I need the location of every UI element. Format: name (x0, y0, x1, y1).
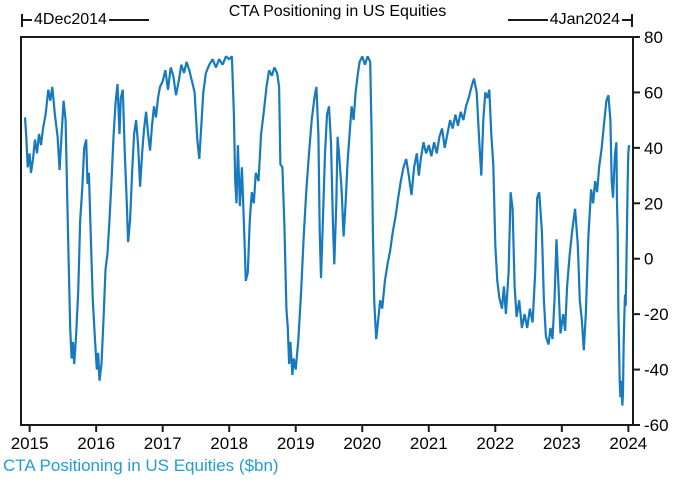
x-axis-tick-label: 2023 (543, 434, 581, 453)
y-axis-tick-label: -40 (644, 361, 669, 380)
x-axis-tick-label: 2016 (77, 434, 115, 453)
x-axis-tick-label: 2018 (210, 434, 248, 453)
range-end-line-lead (507, 19, 548, 21)
range-end-cap-tick (631, 13, 633, 27)
range-start-label: 4Dec2014 (34, 11, 107, 28)
y-axis-tick-label: -60 (644, 416, 669, 435)
y-axis-tick-label: 40 (644, 139, 663, 158)
range-end-line (622, 19, 631, 21)
range-start-marker: 4Dec2014 (21, 12, 149, 28)
chart-title: CTA Positioning in US Equities (228, 3, 447, 20)
range-start-line-trail (108, 19, 149, 21)
x-axis-tick-label: 2020 (343, 434, 381, 453)
y-axis-tick-label: -20 (644, 305, 669, 324)
range-start-line (23, 19, 32, 21)
x-axis-tick-label: 2022 (476, 434, 514, 453)
y-axis-tick-label: 80 (644, 28, 663, 47)
x-axis-tick-label: 2024 (609, 434, 647, 453)
y-axis-tick-label: 20 (644, 194, 663, 213)
x-axis-tick-label: 2019 (277, 434, 315, 453)
range-end-marker: 4Jan2024 (507, 11, 633, 28)
y-axis-tick-label: 60 (644, 83, 663, 102)
x-axis-tick-label: 2015 (11, 434, 49, 453)
cta-positioning-line (23, 55, 631, 406)
plot-frame (20, 36, 634, 426)
x-axis-tick-label: 2021 (410, 434, 448, 453)
series-label: CTA Positioning in US Equities ($bn) (3, 456, 279, 475)
x-axis-tick-label: 2017 (144, 434, 182, 453)
range-end-label: 4Jan2024 (549, 11, 620, 28)
range-start-cap-tick (21, 13, 23, 27)
y-axis-tick-label: 0 (644, 250, 653, 269)
